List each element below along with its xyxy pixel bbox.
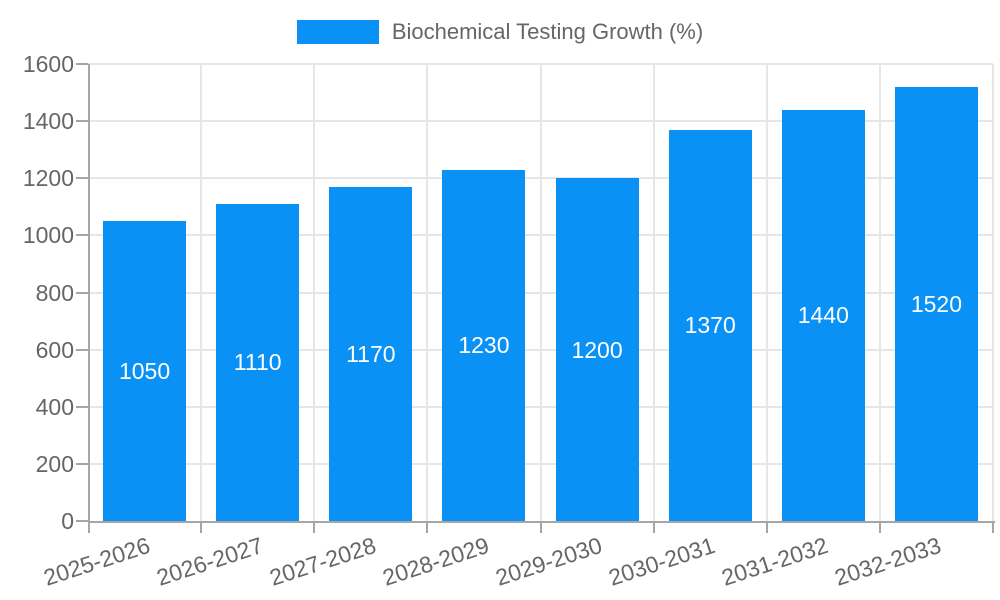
x-axis-tick [539, 521, 542, 533]
x-axis-category-label: 2027-2028 [266, 532, 379, 591]
y-axis-tick-label: 200 [35, 450, 74, 477]
x-gridline [992, 64, 994, 521]
x-gridline [539, 64, 542, 521]
bar-value-label: 1230 [458, 332, 510, 359]
x-axis-tick [652, 521, 655, 533]
x-axis-tick [88, 521, 90, 533]
y-axis-tick [76, 177, 88, 180]
bar-value-label: 1200 [571, 336, 623, 363]
bar[interactable] [329, 186, 413, 521]
y-axis-tick-label: 800 [35, 279, 74, 306]
y-axis-tick [76, 291, 88, 294]
bar-value-label: 1110 [233, 349, 282, 376]
legend-label: Biochemical Testing Growth (%) [391, 19, 704, 44]
x-gridline [313, 64, 316, 521]
x-gridline [200, 64, 203, 521]
x-axis-category-label: 2032-2033 [831, 532, 945, 591]
x-gridline [878, 64, 881, 521]
y-axis-tick-label: 600 [35, 336, 74, 363]
y-axis-tick [76, 462, 88, 465]
bar[interactable] [555, 178, 639, 521]
x-axis-tick [992, 521, 994, 533]
bar[interactable] [894, 86, 978, 521]
y-axis-tick [76, 405, 88, 408]
bar[interactable] [216, 203, 300, 521]
x-axis-line [88, 521, 995, 523]
x-gridline [765, 64, 768, 521]
bar[interactable] [668, 129, 752, 521]
y-axis-tick-label: 1000 [22, 222, 74, 249]
y-axis-tick [76, 234, 88, 237]
x-axis-tick [765, 521, 768, 533]
x-axis-category-label: 2028-2029 [379, 532, 492, 591]
y-axis-tick-label: 1200 [22, 165, 74, 192]
x-axis-category-label: 2030-2031 [605, 532, 719, 591]
plot-area: 0 200 400 600 800 1000 1200 1400 1600 1050 1110 117… [23, 51, 995, 591]
y-axis-tick [76, 348, 88, 351]
y-axis-tick-label: 1600 [22, 51, 74, 77]
bar-value-label: 1440 [797, 302, 849, 329]
bar[interactable] [442, 169, 526, 521]
bar-value-label: 1370 [684, 312, 736, 339]
x-axis-tick [200, 521, 203, 533]
x-gridline [426, 64, 429, 521]
x-axis-category-label: 2029-2030 [492, 532, 606, 591]
bar-value-label: 1520 [910, 290, 963, 317]
x-axis-category-label: 2026-2027 [153, 532, 266, 591]
x-axis-category-label: 2025-2026 [39, 532, 153, 591]
y-axis-tick [76, 63, 88, 65]
legend-swatch [296, 20, 379, 44]
x-gridline [652, 64, 655, 521]
y-axis-tick [76, 120, 88, 123]
y-axis-tick-label: 0 [61, 508, 74, 534]
x-axis-tick [426, 521, 429, 533]
x-axis-tick [878, 521, 881, 533]
bar[interactable] [103, 221, 187, 521]
bar[interactable] [781, 109, 865, 521]
y-axis-tick-label: 400 [35, 393, 74, 420]
y-axis-line [88, 64, 90, 521]
y-axis-tick [76, 520, 88, 522]
legend-item[interactable]: Biochemical Testing Growth (%) [0, 19, 1000, 45]
x-axis-category-label: 2031-2032 [718, 532, 832, 591]
x-axis-tick [313, 521, 316, 533]
bar-value-label: 1050 [118, 358, 171, 385]
bar-value-label: 1170 [346, 340, 396, 367]
y-axis-tick-label: 1400 [22, 108, 74, 135]
